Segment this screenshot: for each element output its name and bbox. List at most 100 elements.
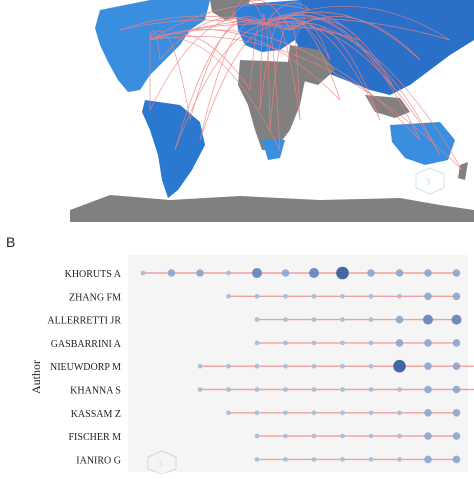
publication-point (340, 410, 345, 416)
publication-point (226, 387, 231, 392)
publication-point (452, 432, 461, 440)
publication-point (397, 433, 402, 439)
africa (238, 60, 305, 150)
publication-point (340, 317, 345, 322)
collaboration-link (149, 29, 421, 141)
collaboration-link (289, 23, 301, 121)
publication-point (311, 317, 317, 322)
publication-point (254, 410, 260, 416)
new-zealand (458, 162, 468, 180)
author-label: KHANNA S (70, 386, 121, 397)
publication-point (340, 457, 345, 462)
antarctica (70, 195, 474, 222)
publication-point (311, 410, 317, 416)
publication-point (340, 340, 345, 346)
collaboration-link (264, 18, 301, 121)
publication-point (424, 292, 432, 301)
publication-point (452, 362, 461, 370)
publication-point (452, 409, 461, 417)
publication-point (197, 363, 203, 369)
collaboration-link (249, 19, 266, 91)
publication-point (340, 387, 345, 392)
publication-point (367, 269, 375, 277)
publication-point (340, 433, 345, 439)
publication-point (311, 293, 317, 299)
collaboration-link (264, 22, 271, 131)
publication-point (395, 315, 404, 324)
publication-point (397, 410, 402, 416)
publication-point (311, 340, 317, 346)
publication-point (424, 455, 432, 464)
publication-point (368, 293, 374, 299)
author-label: KASSAM Z (71, 409, 121, 420)
south-america (142, 100, 205, 198)
publication-point (283, 410, 288, 416)
publication-point (451, 314, 462, 325)
africa-south (262, 140, 285, 160)
publication-point (254, 317, 260, 322)
collaboration-link (229, 0, 291, 31)
australia (390, 122, 455, 165)
author-timeline-chart: Author KHORUTS A ZHANG FM ALLERRETTI JR GAS… (0, 255, 474, 475)
svg-text:3: 3 (158, 459, 163, 469)
collaboration-link (259, 18, 291, 111)
north-america (95, 0, 210, 92)
publication-point (368, 410, 374, 416)
svg-text:3: 3 (425, 177, 430, 188)
publication-point (340, 363, 345, 369)
publication-point (283, 433, 288, 439)
collaboration-link (119, 15, 266, 31)
publication-point (424, 362, 432, 370)
publication-point (311, 387, 317, 392)
collaboration-link (149, 36, 281, 151)
collaboration-links (119, 0, 463, 171)
publication-point (140, 270, 146, 276)
publication-point (226, 293, 231, 299)
publication-point (254, 293, 260, 299)
publication-point (424, 432, 432, 440)
collaboration-link (149, 33, 251, 91)
publication-point (336, 266, 349, 280)
publication-point (397, 387, 402, 392)
publication-point (283, 293, 288, 299)
author-label: FISCHER M (68, 432, 121, 443)
publication-point (424, 339, 432, 347)
publication-point (283, 387, 288, 392)
collaboration-link (264, 11, 421, 61)
publication-point (395, 339, 404, 347)
collaboration-link (149, 17, 266, 111)
publication-point (283, 317, 288, 322)
publication-point (424, 269, 432, 277)
collaboration-link (269, 26, 291, 131)
publication-point (368, 363, 374, 369)
publication-point (252, 268, 262, 278)
collaboration-link (264, 21, 463, 171)
publication-point (254, 387, 260, 392)
author-label: ZHANG FM (69, 292, 121, 303)
collaboration-link (199, 25, 291, 141)
publication-point (283, 457, 288, 462)
author-label: ALLERRETTI JR (47, 316, 121, 327)
author-label: IANIRO G (76, 455, 121, 466)
publication-point (226, 410, 231, 416)
publication-point (167, 269, 176, 277)
publication-point (311, 457, 317, 462)
collaboration-link (119, 19, 291, 31)
y-axis-label: Author (29, 360, 43, 394)
collaboration-link (149, 30, 161, 61)
publication-point (254, 363, 260, 369)
collaboration-link (149, 29, 341, 101)
publication-point (395, 269, 404, 277)
panel-b-label: B (6, 234, 16, 250)
collaboration-link (264, 18, 381, 121)
logo-icon: 3 (415, 167, 445, 195)
plot-background (128, 255, 468, 472)
collaboration-link (149, 3, 311, 41)
publication-point (283, 340, 288, 346)
publication-point (368, 387, 374, 392)
publication-point (368, 457, 374, 462)
publication-point (452, 385, 461, 394)
publication-point (254, 433, 260, 439)
publication-point (196, 269, 204, 277)
collaboration-link (289, 16, 421, 61)
